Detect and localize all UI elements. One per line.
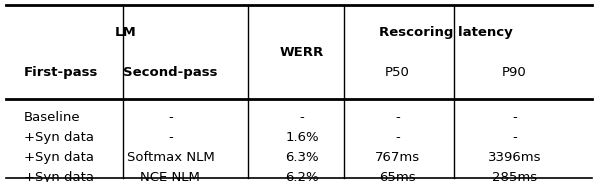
Text: NCE NLM: NCE NLM xyxy=(141,171,200,182)
Text: -: - xyxy=(512,111,517,124)
Text: +Syn data: +Syn data xyxy=(24,151,94,164)
Text: -: - xyxy=(395,131,400,144)
Text: 6.2%: 6.2% xyxy=(285,171,319,182)
Text: 65ms: 65ms xyxy=(379,171,416,182)
Text: 285ms: 285ms xyxy=(492,171,537,182)
Text: 767ms: 767ms xyxy=(375,151,420,164)
Text: +Syn data: +Syn data xyxy=(24,171,94,182)
Text: -: - xyxy=(168,131,173,144)
Text: 1.6%: 1.6% xyxy=(285,131,319,144)
Text: First-pass: First-pass xyxy=(24,66,98,79)
Text: P50: P50 xyxy=(385,66,410,79)
Text: Second-pass: Second-pass xyxy=(123,66,218,79)
Text: P90: P90 xyxy=(502,66,527,79)
Text: WERR: WERR xyxy=(280,46,324,59)
Text: -: - xyxy=(300,111,304,124)
Text: 6.3%: 6.3% xyxy=(285,151,319,164)
Text: -: - xyxy=(168,111,173,124)
Text: -: - xyxy=(395,111,400,124)
Text: Softmax NLM: Softmax NLM xyxy=(127,151,214,164)
Text: LM: LM xyxy=(115,26,136,39)
Text: -: - xyxy=(512,131,517,144)
Text: +Syn data: +Syn data xyxy=(24,131,94,144)
Text: Rescoring latency: Rescoring latency xyxy=(379,26,512,39)
Text: 3396ms: 3396ms xyxy=(487,151,541,164)
Text: Baseline: Baseline xyxy=(24,111,81,124)
